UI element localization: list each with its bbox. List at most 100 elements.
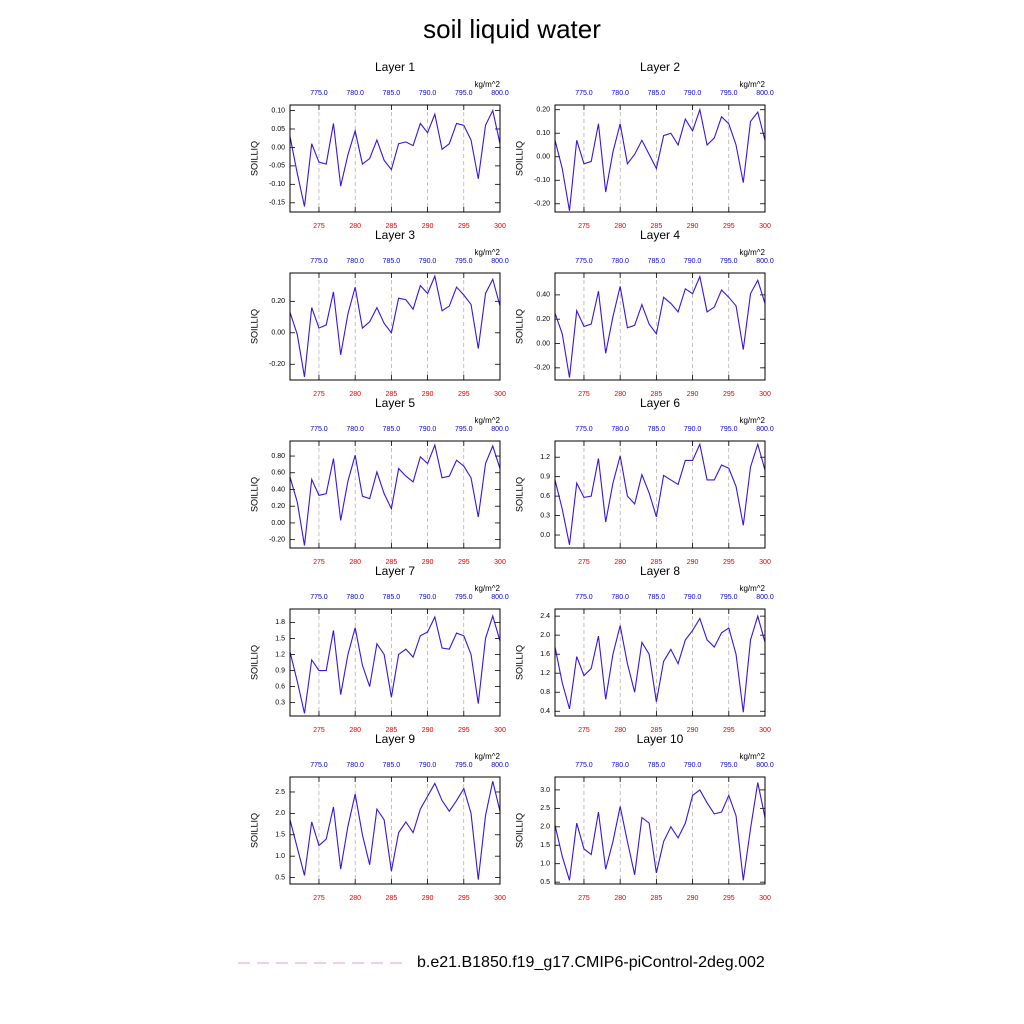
y-tick-label: 0.00: [271, 144, 285, 151]
x2-axis-label: kg/m^2: [474, 80, 500, 89]
y-axis-label: SOILLIQ: [514, 813, 524, 848]
y-tick-label: 2.0: [540, 632, 550, 639]
data-line: [554, 782, 766, 881]
y-tick-label: 2.5: [275, 789, 285, 796]
y-tick-label: 0.10: [271, 107, 285, 114]
x2-tick-label: 795.0: [455, 426, 473, 433]
plot-frame: [554, 776, 766, 885]
x2-tick-label: 790.0: [684, 426, 702, 433]
x-tick-label: 295: [458, 391, 470, 398]
plot-frame: [554, 440, 766, 549]
y-tick-label: 1.2: [540, 670, 550, 677]
x2-tick-label: 800.0: [491, 426, 509, 433]
y-axis-label: SOILLIQ: [249, 141, 259, 176]
x-tick-label: 280: [349, 391, 361, 398]
data-line: [554, 274, 766, 378]
data-line: [289, 781, 501, 880]
y-tick-label: 0.6: [540, 493, 550, 500]
x-tick-label: 300: [759, 727, 771, 734]
x2-tick-label: 775.0: [575, 426, 593, 433]
x2-tick-label: 785.0: [383, 594, 401, 601]
data-line: [289, 108, 501, 207]
x2-tick-label: 795.0: [455, 258, 473, 265]
x-tick-label: 295: [458, 727, 470, 734]
y-tick-label: 0.5: [275, 874, 285, 881]
x2-axis-label: kg/m^2: [474, 584, 500, 593]
plot-frame: [554, 104, 766, 213]
plot-frame: [289, 104, 501, 213]
x-tick-label: 295: [723, 559, 735, 566]
x2-tick-label: 775.0: [310, 90, 328, 97]
x-tick-label: 280: [614, 223, 626, 230]
x-tick-label: 275: [313, 391, 325, 398]
x-tick-label: 275: [313, 727, 325, 734]
x2-tick-label: 800.0: [491, 762, 509, 769]
y-axis-label: SOILLIQ: [249, 645, 259, 680]
y-tick-label: 0.40: [271, 486, 285, 493]
x2-tick-label: 785.0: [648, 90, 666, 97]
y-tick-label: -0.20: [534, 201, 550, 208]
y-axis-label: SOILLIQ: [514, 645, 524, 680]
x-tick-label: 285: [386, 727, 398, 734]
x-tick-label: 275: [578, 559, 590, 566]
x-tick-label: 280: [614, 559, 626, 566]
x2-tick-label: 780.0: [346, 258, 364, 265]
plot-frame: [289, 608, 501, 717]
x-tick-label: 290: [422, 727, 434, 734]
y-tick-label: 0.4: [540, 708, 550, 715]
y-tick-label: 1.8: [275, 619, 285, 626]
x2-tick-label: 775.0: [575, 90, 593, 97]
data-line: [554, 614, 766, 713]
x2-tick-label: 775.0: [310, 594, 328, 601]
x-tick-label: 300: [494, 727, 506, 734]
x-tick-label: 290: [687, 391, 699, 398]
y-tick-label: 1.0: [540, 861, 550, 868]
y-tick-label: 0.0: [540, 532, 550, 539]
x2-axis-label: kg/m^2: [739, 416, 765, 425]
x2-tick-label: 780.0: [346, 594, 364, 601]
x2-tick-label: 795.0: [455, 762, 473, 769]
y-axis-label: SOILLIQ: [514, 477, 524, 512]
x-tick-label: 290: [687, 559, 699, 566]
x2-tick-label: 790.0: [419, 594, 437, 601]
x2-tick-label: 780.0: [346, 90, 364, 97]
x2-tick-label: 790.0: [419, 426, 437, 433]
x-tick-label: 285: [651, 727, 663, 734]
x2-tick-label: 790.0: [684, 90, 702, 97]
x-tick-label: 290: [687, 727, 699, 734]
y-axis-label: SOILLIQ: [514, 309, 524, 344]
x2-tick-label: 780.0: [611, 258, 629, 265]
x2-tick-label: 800.0: [491, 90, 509, 97]
y-tick-label: 0.00: [271, 520, 285, 527]
x2-tick-label: 775.0: [575, 258, 593, 265]
y-tick-label: 1.5: [275, 832, 285, 839]
x2-tick-label: 790.0: [419, 762, 437, 769]
y-tick-label: -0.05: [269, 163, 285, 170]
y-tick-label: 1.2: [275, 651, 285, 658]
y-tick-label: 3.0: [540, 787, 550, 794]
x2-tick-label: 800.0: [756, 426, 774, 433]
data-line: [289, 443, 501, 546]
y-tick-label: 0.8: [540, 689, 550, 696]
x-tick-label: 295: [723, 727, 735, 734]
y-axis-label: SOILLIQ: [249, 813, 259, 848]
x2-tick-label: 785.0: [383, 426, 401, 433]
x2-tick-label: 775.0: [575, 762, 593, 769]
x2-tick-label: 785.0: [383, 762, 401, 769]
x-tick-label: 275: [313, 895, 325, 902]
x2-tick-label: 790.0: [419, 258, 437, 265]
x-tick-label: 300: [494, 223, 506, 230]
y-tick-label: 0.10: [536, 130, 550, 137]
plot-frame: [289, 776, 501, 885]
panel-title: Layer 6: [640, 396, 680, 410]
x2-tick-label: 780.0: [611, 594, 629, 601]
x2-tick-label: 800.0: [756, 594, 774, 601]
x-tick-label: 290: [687, 895, 699, 902]
y-axis-label: SOILLIQ: [249, 309, 259, 344]
x2-tick-label: 780.0: [611, 762, 629, 769]
panel-title: Layer 10: [637, 732, 684, 746]
x2-tick-label: 800.0: [756, 258, 774, 265]
x-tick-label: 290: [422, 391, 434, 398]
x-tick-label: 280: [349, 559, 361, 566]
panel-title: Layer 3: [375, 228, 415, 242]
